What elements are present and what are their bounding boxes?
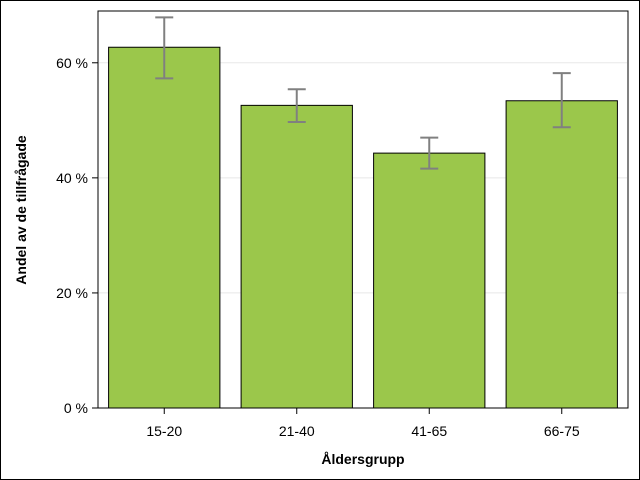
x-tick-label: 21-40 [279,423,315,439]
x-axis-title: Åldersgrupp [321,451,404,467]
x-tick-label: 41-65 [411,423,447,439]
bar-66-75 [505,100,618,409]
error-bars [155,16,571,170]
bar-15-20 [108,46,221,409]
x-tick-label: 15-20 [146,423,182,439]
y-axis-title: Andel av de tillfrågade [13,135,29,285]
plot-area [97,10,629,409]
y-tick-label: 60 % [56,55,88,71]
bar-21-40 [240,104,353,409]
bars [108,46,618,409]
bar-41-65 [373,152,486,409]
y-tick-label: 0 % [64,400,88,416]
x-tick-label: 66-75 [544,423,580,439]
x-axis: 15-20 21-40 41-65 66-75 [146,408,580,439]
y-tick-label: 40 % [56,170,88,186]
y-axis: 0 % 20 % 40 % 60 % [56,55,98,416]
y-tick-label: 20 % [56,285,88,301]
